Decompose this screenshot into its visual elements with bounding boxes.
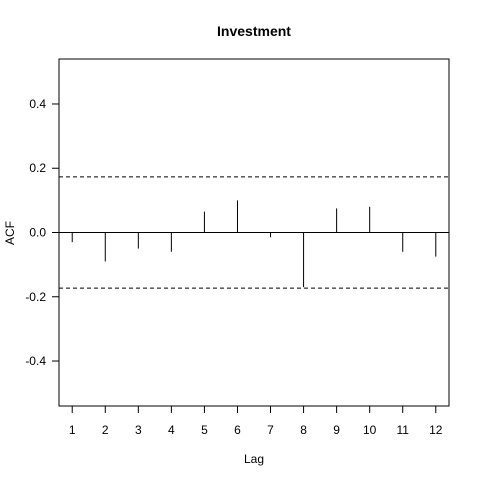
x-axis-label: Lag bbox=[244, 452, 264, 466]
y-tick-label: -0.4 bbox=[25, 354, 46, 368]
x-tick-label: 1 bbox=[69, 423, 76, 437]
x-tick-label: 3 bbox=[135, 423, 142, 437]
x-tick-label: 8 bbox=[300, 423, 307, 437]
x-tick-label: 12 bbox=[429, 423, 443, 437]
x-tick-label: 2 bbox=[102, 423, 109, 437]
x-tick-label: 10 bbox=[363, 423, 377, 437]
chart-title: Investment bbox=[217, 23, 291, 39]
acf-bars bbox=[71, 200, 437, 288]
y-tick-label: 0.4 bbox=[29, 97, 46, 111]
y-tick-label: 0.2 bbox=[29, 161, 46, 175]
x-tick-label: 9 bbox=[333, 423, 340, 437]
x-axis: 1 2 3 4 5 6 7 8 9 10 11 12 bbox=[69, 406, 443, 437]
x-tick-label: 6 bbox=[234, 423, 241, 437]
y-axis-label: ACF bbox=[3, 221, 17, 245]
x-tick-label: 7 bbox=[267, 423, 274, 437]
y-tick-label: 0.0 bbox=[29, 226, 46, 240]
x-tick-label: 4 bbox=[168, 423, 175, 437]
y-axis: -0.4 -0.2 0.0 0.2 0.4 bbox=[25, 97, 59, 368]
y-tick-label: -0.2 bbox=[25, 290, 46, 304]
x-tick-label: 11 bbox=[396, 423, 409, 437]
x-tick-label: 5 bbox=[201, 423, 208, 437]
